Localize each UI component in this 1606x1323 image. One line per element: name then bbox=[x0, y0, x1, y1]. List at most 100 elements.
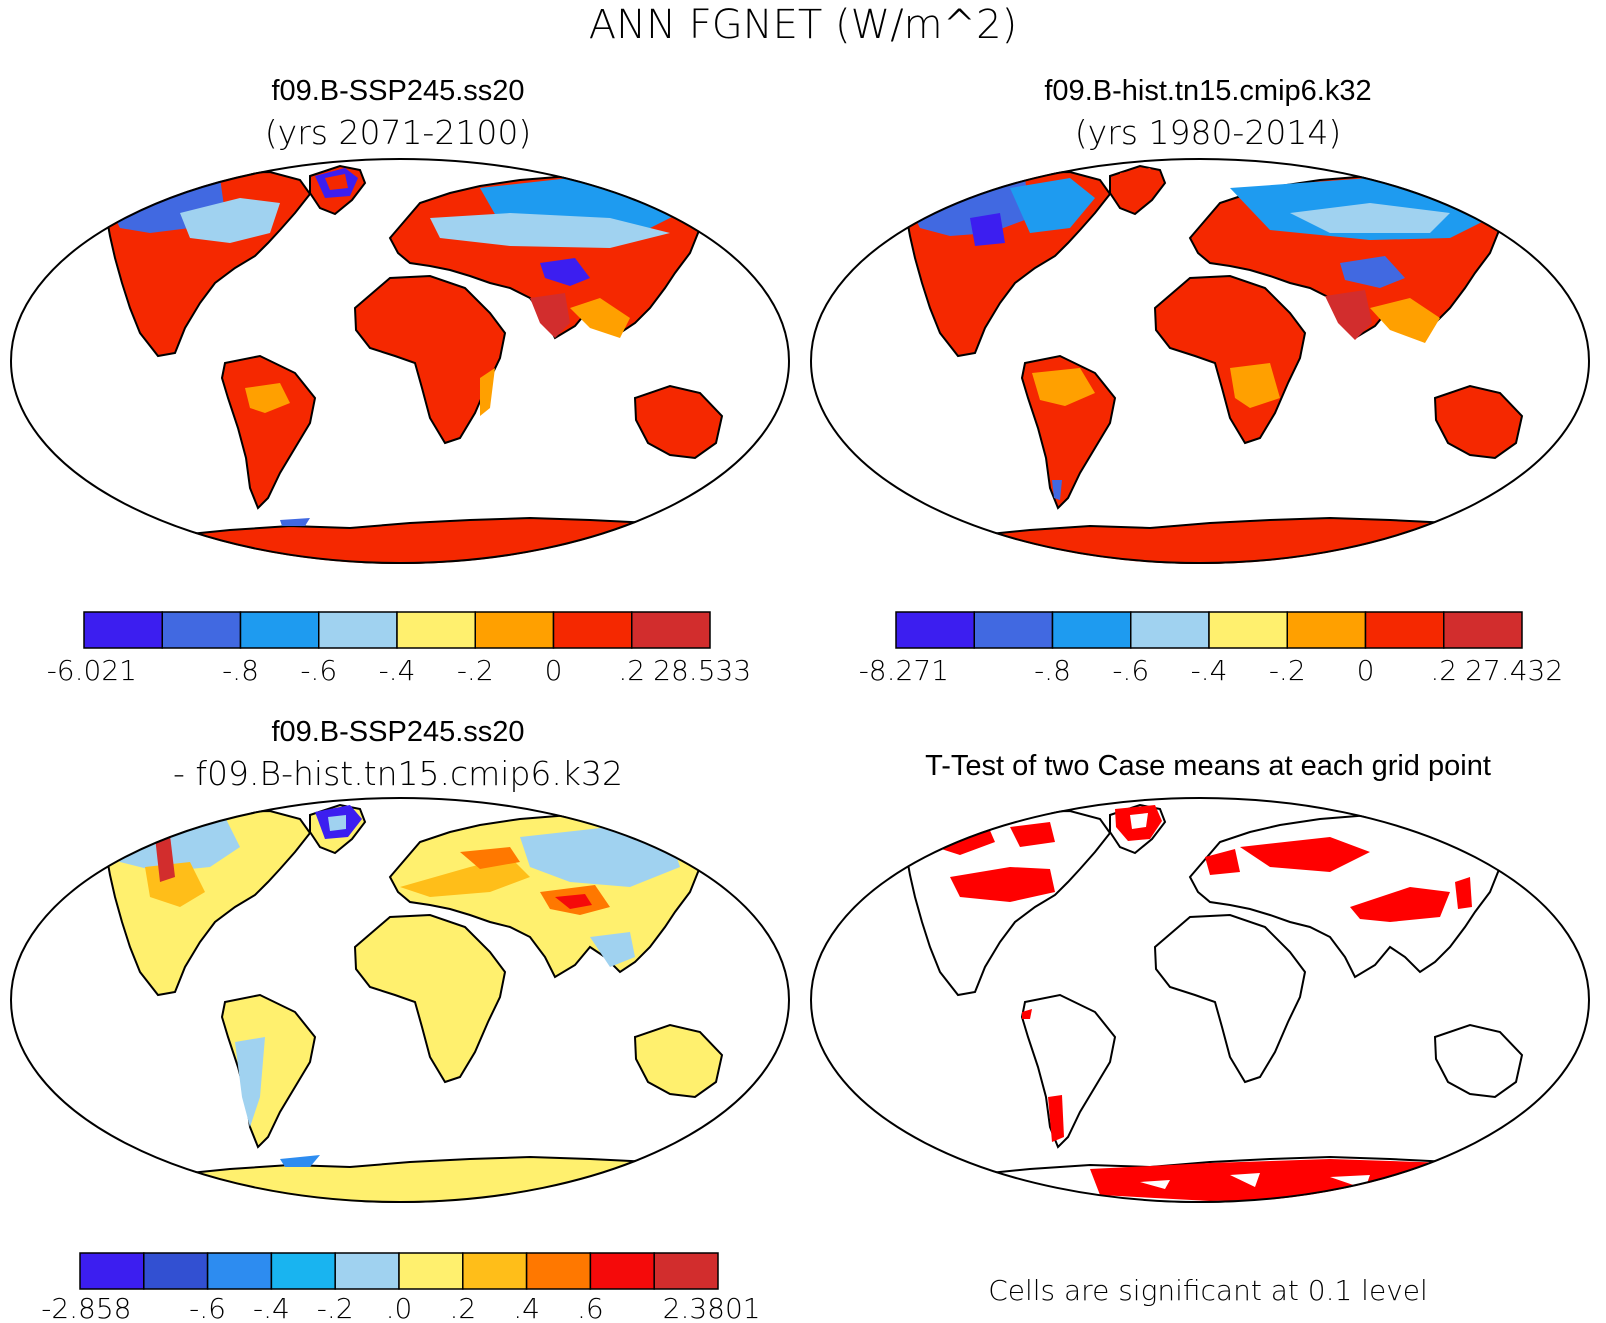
canada-sky-region bbox=[1010, 178, 1095, 233]
colorbar-label: -.2 bbox=[317, 1292, 354, 1323]
colorbar-label: 2.3801 bbox=[663, 1292, 761, 1323]
asia-orange-region bbox=[570, 298, 630, 338]
colorbar-swatch bbox=[143, 1252, 209, 1290]
sa-orange-region bbox=[1032, 368, 1095, 406]
map-hist bbox=[810, 158, 1590, 564]
colorbar-label: 0 bbox=[545, 654, 563, 687]
panel-diff: f09.B-SSP245.ss20 - f09.B-hist.tn15.cmip… bbox=[10, 716, 790, 1203]
panel-title: f09.B-SSP245.ss20 bbox=[271, 75, 524, 107]
colorbar-swatch bbox=[525, 1252, 592, 1290]
tibet-blue-region bbox=[540, 258, 590, 286]
colorbar-label: .2 bbox=[449, 1292, 476, 1323]
colorbar-swatch bbox=[1051, 611, 1132, 649]
map-ssp245 bbox=[10, 158, 790, 564]
main-title: ANN FGNET (W/m^2) bbox=[589, 2, 1017, 48]
panel-subtitle: - f09.B-hist.tn15.cmip6.k32 bbox=[173, 754, 623, 793]
colorbar-label: -8.271 bbox=[859, 654, 949, 687]
sig-sa-spot bbox=[1022, 1009, 1032, 1019]
india-dkred-region bbox=[1325, 290, 1372, 340]
colorbar-swatch bbox=[398, 1252, 464, 1290]
colorbar-swatch bbox=[462, 1252, 528, 1290]
colorbar-label: -.4 bbox=[1191, 654, 1228, 687]
greenland-light-region bbox=[328, 815, 346, 831]
colorbar-label: -.2 bbox=[1269, 654, 1306, 687]
sig-antarctica-gaps bbox=[1140, 1173, 1370, 1189]
tibet-blue-region bbox=[1340, 256, 1405, 288]
colorbar-hist: -8.271 -.8 -.6 -.4 -.2 0 .2 27.432 bbox=[859, 611, 1563, 687]
colorbar-swatch bbox=[552, 611, 633, 649]
colorbar-label: -2.858 bbox=[41, 1292, 131, 1323]
colorbar-label: -.6 bbox=[1112, 654, 1149, 687]
colorbar-swatch bbox=[589, 1252, 655, 1290]
sig-scand bbox=[1205, 849, 1240, 875]
colorbar-ssp245: -6.021 -.8 -.6 -.4 -.2 0 .2 28.533 bbox=[47, 611, 751, 687]
colorbar-label: 0 bbox=[1357, 654, 1375, 687]
sig-greenland-hole bbox=[1130, 813, 1148, 829]
colorbar-swatch bbox=[653, 1252, 719, 1290]
greenland-red-region bbox=[325, 174, 348, 190]
colorbar-label: -.4 bbox=[379, 654, 416, 687]
colorbar-swatch bbox=[1443, 611, 1523, 649]
india-dkred-region bbox=[530, 293, 570, 338]
colorbar-swatch bbox=[631, 611, 711, 649]
colorbar-label: .0 bbox=[386, 1292, 413, 1323]
antarctic-coast-blue bbox=[280, 518, 310, 526]
siberia-light-region bbox=[430, 213, 670, 248]
colorbar-swatch bbox=[895, 611, 975, 649]
map-ttest bbox=[810, 797, 1590, 1203]
panel-ttest: T-Test of two Case means at each grid po… bbox=[810, 750, 1590, 1307]
africa-orange-region bbox=[1230, 363, 1280, 408]
tibet-red-ring bbox=[555, 894, 592, 909]
colorbar-diff: -2.858 -.6 -.4 -.2 .0 .2 .4 .6 2.3801 bbox=[41, 1252, 761, 1323]
colorbar-label: -.2 bbox=[457, 654, 494, 687]
sa-orange-region bbox=[245, 383, 290, 413]
colorbar-label: 27.432 bbox=[1465, 654, 1563, 687]
panel-subtitle: (yrs 1980-2014) bbox=[1075, 113, 1341, 152]
sig-patagonia bbox=[1048, 1095, 1064, 1142]
panel-title: f09.B-hist.tn15.cmip6.k32 bbox=[1044, 75, 1371, 107]
panel-title: T-Test of two Case means at each grid po… bbox=[925, 750, 1491, 782]
colorbar-label: .2 bbox=[1430, 654, 1457, 687]
colorbar-label: -.6 bbox=[189, 1292, 226, 1323]
canada-purple-region bbox=[970, 213, 1005, 246]
siberia-light-region bbox=[1290, 203, 1450, 233]
eurasia-red-region bbox=[460, 847, 520, 869]
na-red-region bbox=[155, 835, 175, 882]
greenland-red-region bbox=[1120, 168, 1160, 198]
panel-title: f09.B-SSP245.ss20 bbox=[271, 716, 524, 748]
sig-asia bbox=[1350, 887, 1450, 922]
asia-light-region bbox=[590, 932, 635, 967]
map-diff bbox=[10, 797, 790, 1203]
colorbar-label: 28.533 bbox=[653, 654, 751, 687]
colorbar-swatch bbox=[270, 1252, 336, 1290]
colorbar-swatch bbox=[1130, 611, 1210, 649]
colorbar-swatch bbox=[1286, 611, 1367, 649]
canada-light-region bbox=[180, 198, 280, 243]
africa-orange-region bbox=[480, 368, 495, 416]
colorbar-swatch bbox=[318, 611, 398, 649]
patagonia-blue-region bbox=[1052, 480, 1062, 500]
sig-eurasia bbox=[1240, 837, 1370, 872]
colorbar-swatch bbox=[161, 611, 242, 649]
significance-note: Cells are significant at 0.1 level bbox=[988, 1274, 1428, 1307]
colorbar-swatch bbox=[206, 1252, 273, 1290]
colorbar-label: -.6 bbox=[300, 654, 337, 687]
canada-light-region bbox=[110, 817, 240, 872]
colorbar-label: -6.021 bbox=[47, 654, 137, 687]
colorbar-swatch bbox=[334, 1252, 400, 1290]
sig-hudson bbox=[1010, 822, 1055, 847]
colorbar-swatch bbox=[83, 611, 163, 649]
colorbar-label: -.8 bbox=[222, 654, 259, 687]
sig-na-east bbox=[950, 867, 1055, 902]
colorbar-swatch bbox=[1208, 611, 1288, 649]
antarctic-blue-coast bbox=[280, 1155, 320, 1167]
colorbar-label: .6 bbox=[577, 1292, 604, 1323]
colorbar-swatch bbox=[79, 1252, 145, 1290]
panel-subtitle: (yrs 2071-2100) bbox=[265, 113, 531, 152]
panel-hist: f09.B-hist.tn15.cmip6.k32 (yrs 1980-2014… bbox=[810, 75, 1590, 564]
colorbar-label: -.8 bbox=[1034, 654, 1071, 687]
colorbar-label: .2 bbox=[618, 654, 645, 687]
colorbar-swatch bbox=[396, 611, 476, 649]
sig-japan bbox=[1455, 877, 1472, 909]
eurasia-orange-region bbox=[400, 857, 530, 897]
